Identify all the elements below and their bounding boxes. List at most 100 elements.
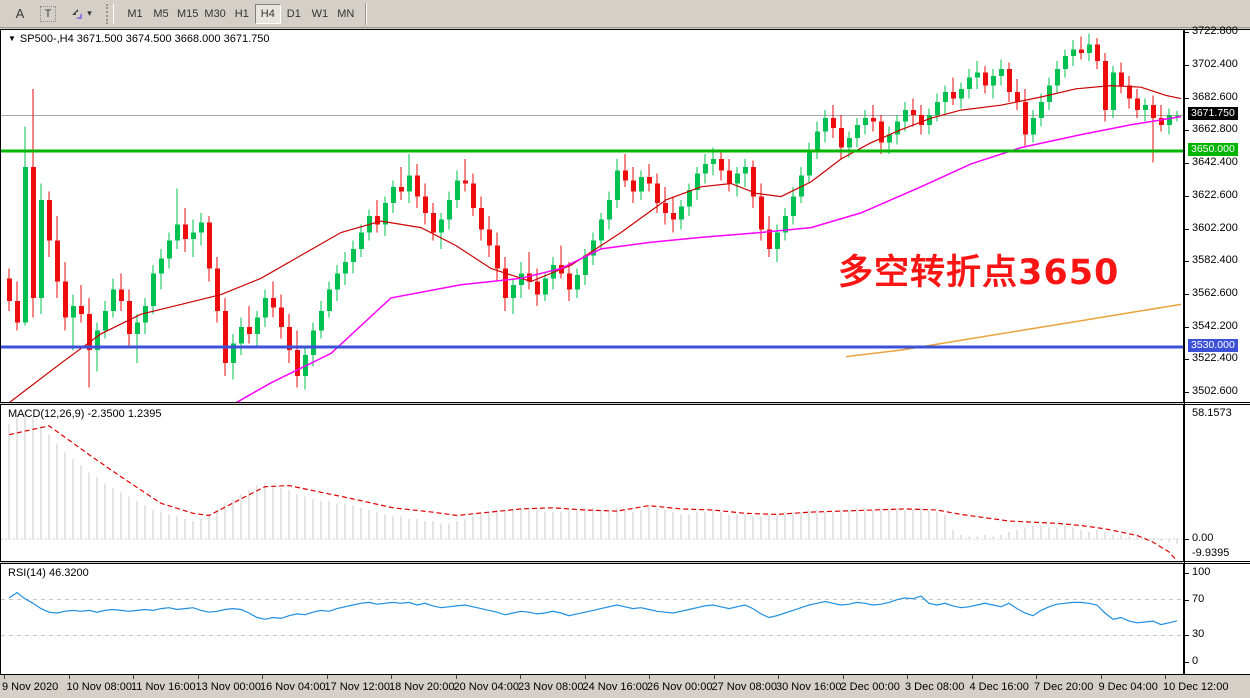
price-axis-tick bbox=[1184, 293, 1189, 295]
time-axis-label: 23 Nov 08:00 bbox=[518, 681, 584, 693]
arrow-objects-dropdown[interactable]: ▾ bbox=[64, 3, 98, 25]
text-tool-button[interactable]: T bbox=[36, 3, 60, 25]
rsi-axis-tick bbox=[1184, 573, 1189, 574]
time-axis-tick bbox=[1036, 675, 1037, 679]
toolbar: A T ▾ M1 M5 M15 M30 H1 H4 D1 W1 MN bbox=[0, 0, 1250, 28]
timeframe-button-h1[interactable]: H1 bbox=[234, 7, 249, 20]
panel-boundary-line bbox=[1184, 561, 1250, 562]
time-axis-tick bbox=[1100, 675, 1102, 679]
macd-axis-min-label: -9.9395 bbox=[1192, 547, 1230, 559]
current-price-label: 3671.750 bbox=[1188, 107, 1238, 121]
timeframe-button-m5[interactable]: M5 bbox=[153, 7, 169, 20]
price-axis-tick bbox=[1184, 97, 1189, 99]
rsi-chart[interactable] bbox=[1, 564, 1183, 674]
time-axis-tick bbox=[1165, 675, 1166, 679]
timeframe-button-m1[interactable]: M1 bbox=[127, 7, 143, 20]
price-axis-label: 3622.600 bbox=[1192, 188, 1238, 201]
panel-boundary-line bbox=[1184, 674, 1250, 675]
arrow-objects-icon bbox=[70, 7, 84, 21]
macd-label: MACD(12,26,9) -2.3500 1.2395 bbox=[8, 408, 162, 420]
price-axis-label: 3602.200 bbox=[1192, 221, 1238, 234]
price-axis-label: 3542.200 bbox=[1192, 319, 1238, 332]
time-axis-label: 3 Dec 08:00 bbox=[905, 681, 965, 693]
price-scale[interactable] bbox=[1184, 29, 1250, 675]
text-tool-icon: T bbox=[39, 5, 57, 22]
timeframe-button-m15[interactable]: M15 bbox=[177, 7, 199, 20]
time-axis-tick bbox=[391, 675, 392, 679]
candlestick-chart[interactable] bbox=[1, 30, 1183, 402]
rsi-label: RSI(14) 46.3200 bbox=[8, 567, 89, 579]
time-axis-label: 13 Nov 00:00 bbox=[195, 681, 261, 693]
price-axis-tick bbox=[1184, 195, 1189, 197]
chart-title: ▼ SP500-,H4 3671.500 3674.500 3668.000 36… bbox=[8, 33, 270, 45]
price-axis-label: 3562.600 bbox=[1192, 286, 1238, 299]
price-axis-tick bbox=[1184, 163, 1189, 165]
price-axis-tick bbox=[1184, 326, 1189, 328]
time-axis-tick bbox=[455, 675, 457, 679]
panel-boundary-line bbox=[1184, 29, 1250, 30]
macd-axis-tick bbox=[1184, 538, 1189, 540]
time-axis-tick bbox=[842, 675, 844, 679]
time-axis-tick bbox=[68, 675, 70, 679]
timeframe-bar: M1 M5 M15 M30 H1 H4 D1 W1 MN bbox=[122, 3, 359, 24]
ma-mid-line bbox=[235, 115, 1182, 402]
time-axis-label: 16 Nov 04:00 bbox=[260, 681, 326, 693]
toolbar-separator bbox=[364, 2, 367, 25]
panel-boundary-line bbox=[1184, 402, 1250, 403]
macd-chart[interactable] bbox=[1, 405, 1183, 561]
timeframe-button-m30[interactable]: M30 bbox=[204, 7, 226, 20]
time-axis-tick bbox=[713, 675, 715, 679]
price-axis-tick bbox=[1184, 228, 1189, 230]
timeframe-button-w1[interactable]: W1 bbox=[311, 7, 329, 20]
price-axis-tick bbox=[1184, 129, 1189, 131]
toolbar-grip[interactable] bbox=[106, 3, 114, 24]
price-axis-label: 3722.800 bbox=[1192, 25, 1238, 37]
ma-fast-line bbox=[9, 84, 1182, 402]
time-axis-tick bbox=[520, 675, 521, 679]
label-tool-button[interactable]: A bbox=[15, 6, 25, 21]
time-axis-label: 7 Dec 20:00 bbox=[1034, 681, 1094, 693]
rsi-axis-label: 100 bbox=[1192, 566, 1211, 578]
time-axis-label: 18 Nov 20:00 bbox=[389, 681, 455, 693]
time-axis-tick bbox=[262, 675, 263, 679]
time-axis-tick bbox=[649, 675, 650, 679]
time-axis-tick bbox=[971, 675, 973, 679]
price-level-label: 3650.000 bbox=[1188, 142, 1238, 156]
time-axis-tick bbox=[4, 675, 5, 679]
rsi-panel[interactable] bbox=[0, 563, 1184, 675]
timeframe-button-mn[interactable]: MN bbox=[337, 7, 355, 20]
annotation-text[interactable]: 多空转折点3650 bbox=[838, 253, 1120, 293]
time-axis-label: 27 Nov 08:00 bbox=[711, 681, 777, 693]
price-axis-label: 3522.400 bbox=[1192, 352, 1238, 365]
price-axis-tick bbox=[1184, 65, 1189, 67]
price-axis-label: 3582.400 bbox=[1192, 254, 1238, 267]
macd-panel[interactable] bbox=[0, 404, 1184, 562]
time-axis-label: 2 Dec 00:00 bbox=[840, 681, 900, 693]
time-axis-label: 17 Nov 12:00 bbox=[324, 681, 390, 693]
timeframe-button-d1[interactable]: D1 bbox=[286, 7, 301, 20]
time-axis-label: 11 Nov 16:00 bbox=[131, 681, 196, 693]
chart-dropdown-icon[interactable]: ▼ bbox=[8, 34, 16, 43]
time-axis-label: 24 Nov 16:00 bbox=[582, 681, 648, 693]
time-axis-tick bbox=[326, 675, 328, 679]
time-axis-label: 26 Nov 00:00 bbox=[647, 681, 713, 693]
price-axis-label: 3502.600 bbox=[1192, 384, 1238, 397]
rsi-axis-tick bbox=[1184, 662, 1189, 663]
rsi-axis-label: 0 bbox=[1192, 655, 1199, 667]
rsi-axis-tick bbox=[1184, 599, 1189, 601]
time-axis-tick bbox=[907, 675, 908, 679]
price-axis-label: 3682.600 bbox=[1192, 90, 1238, 103]
rsi-axis-tick bbox=[1184, 635, 1189, 637]
macd-axis-zero-label: 0.00 bbox=[1192, 531, 1214, 544]
time-axis-label: 9 Dec 04:00 bbox=[1098, 681, 1158, 693]
main-chart-panel[interactable] bbox=[0, 29, 1184, 403]
price-level-label: 3530.000 bbox=[1188, 338, 1238, 352]
price-axis-tick bbox=[1184, 32, 1189, 33]
macd-axis-max-label: 58.1573 bbox=[1192, 407, 1232, 419]
time-axis-label: 10 Nov 08:00 bbox=[66, 681, 132, 693]
rsi-axis-label: 70 bbox=[1192, 592, 1205, 605]
time-axis-label: 30 Nov 16:00 bbox=[776, 681, 842, 693]
timeframe-button-h4[interactable]: H4 bbox=[254, 3, 281, 24]
panel-boundary-line bbox=[1184, 404, 1250, 405]
ma-slow-line bbox=[845, 303, 1182, 358]
